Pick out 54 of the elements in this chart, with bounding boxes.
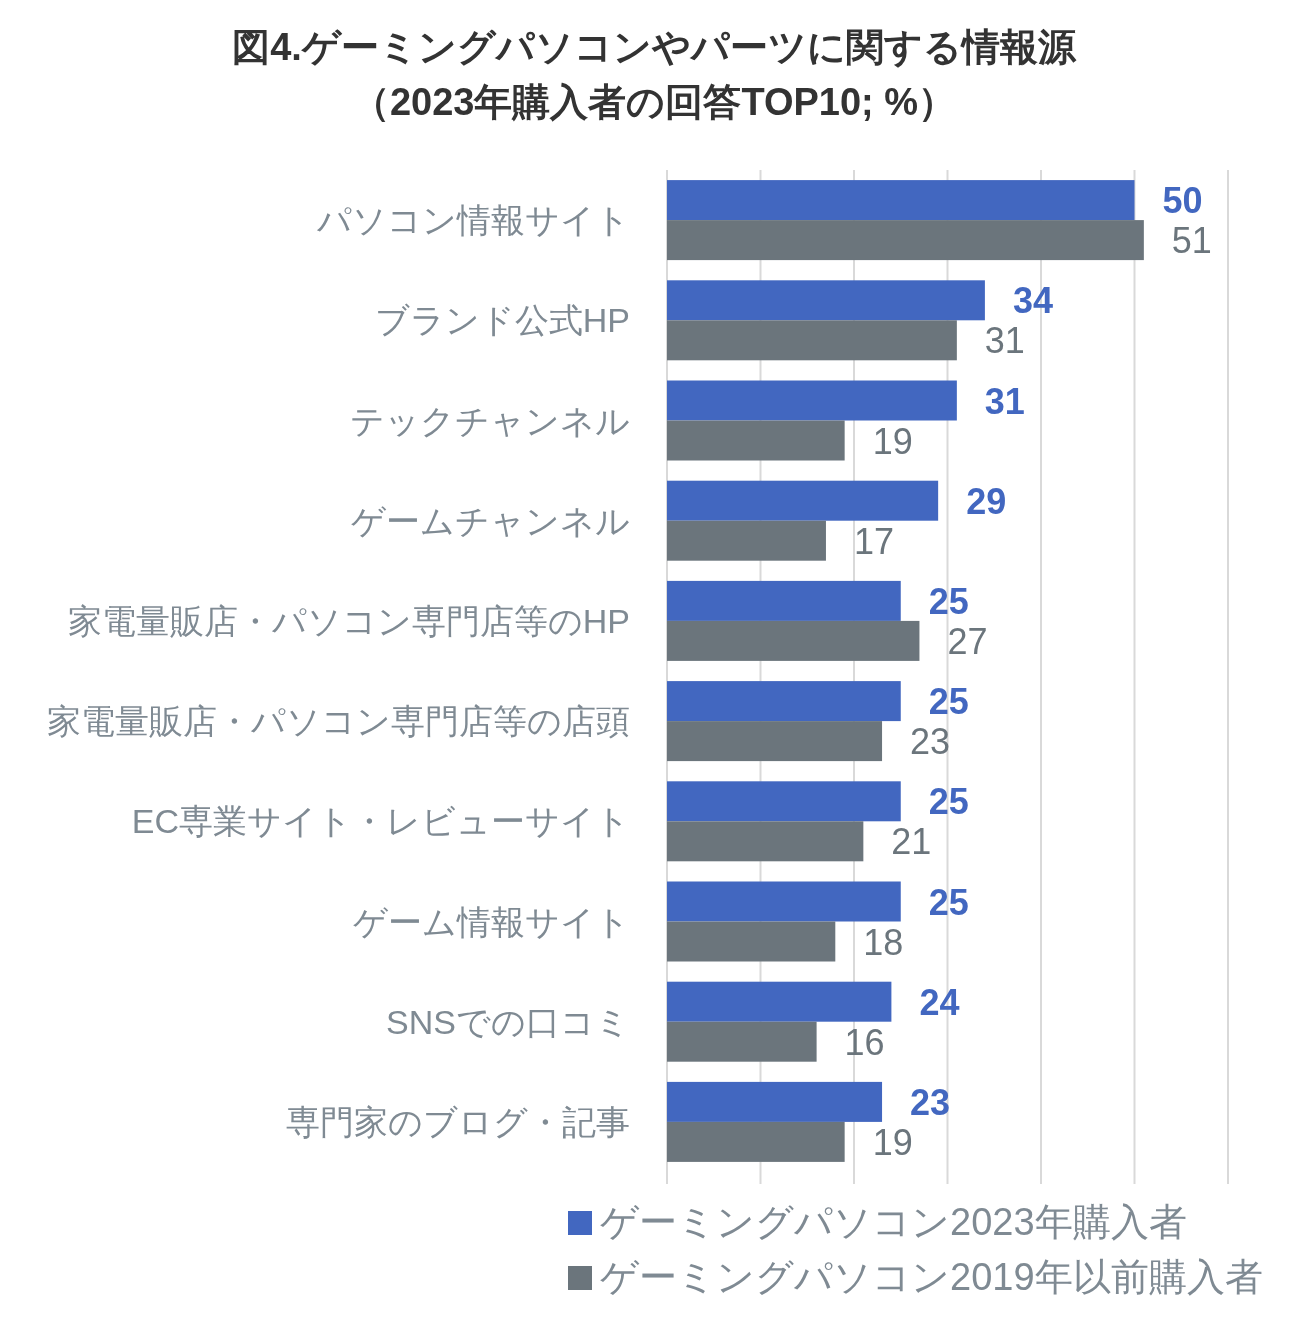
data-label: 16	[844, 1021, 885, 1063]
data-label: 24	[919, 981, 960, 1023]
legend-label: ゲーミングパソコン2019年以前購入者	[600, 1256, 1263, 1298]
bar	[667, 380, 957, 421]
y-tick-label: 家電量販店・パソコン専門店等の店頭	[47, 702, 630, 741]
bar	[667, 320, 957, 361]
data-label: 31	[984, 380, 1025, 422]
bar	[667, 220, 1144, 261]
data-label: 34	[1012, 280, 1053, 322]
data-label: 29	[966, 480, 1007, 522]
y-tick-label: ブランド公式HP	[374, 301, 630, 340]
y-tick-label: 家電量販店・パソコン専門店等のHP	[67, 601, 630, 640]
chart-subtitle: （2023年購入者の回答TOP10; %）	[351, 81, 957, 123]
y-tick-label: パソコン情報サイト	[316, 201, 630, 240]
y-tick-label: EC専業サイト・レビューサイト	[131, 802, 630, 841]
data-label: 23	[910, 1081, 951, 1123]
data-label: 17	[853, 520, 894, 562]
y-tick-label: 専門家のブログ・記事	[286, 1102, 630, 1141]
bar	[667, 480, 939, 521]
bar	[667, 981, 892, 1022]
y-tick-label: テックチャンネル	[350, 401, 630, 440]
data-label: 27	[947, 620, 988, 662]
bar	[667, 681, 901, 722]
data-label: 50	[1162, 180, 1203, 222]
data-label: 25	[928, 580, 969, 622]
bar	[667, 781, 901, 822]
bar	[667, 420, 845, 461]
y-tick-label: ゲーム情報サイト	[353, 902, 630, 941]
data-label: 25	[928, 781, 969, 823]
bar	[667, 721, 883, 762]
data-label: 18	[863, 921, 904, 963]
legend-label: ゲーミングパソコン2023年購入者	[600, 1201, 1187, 1243]
data-label: 51	[1171, 220, 1212, 262]
bar	[667, 580, 901, 621]
bar	[667, 921, 836, 962]
data-label: 23	[910, 721, 951, 763]
chart-title: 図4.ゲーミングパソコンやパーツに関する情報源	[232, 26, 1077, 68]
bar	[667, 1081, 883, 1122]
y-tick-label: ゲームチャンネル	[351, 501, 630, 540]
bar	[667, 280, 985, 321]
bar	[667, 1121, 845, 1162]
data-label: 19	[872, 420, 913, 462]
data-label: 19	[872, 1121, 913, 1163]
data-label: 21	[891, 821, 932, 863]
bar	[667, 520, 826, 561]
bar	[667, 180, 1135, 221]
bar	[667, 1021, 817, 1062]
bar	[667, 881, 901, 922]
data-label: 31	[984, 320, 1025, 362]
data-label: 25	[928, 681, 969, 723]
y-tick-label: SNSでの口コミ	[386, 1002, 630, 1041]
bar	[667, 620, 920, 661]
bar	[667, 821, 864, 862]
data-label: 25	[928, 881, 969, 923]
